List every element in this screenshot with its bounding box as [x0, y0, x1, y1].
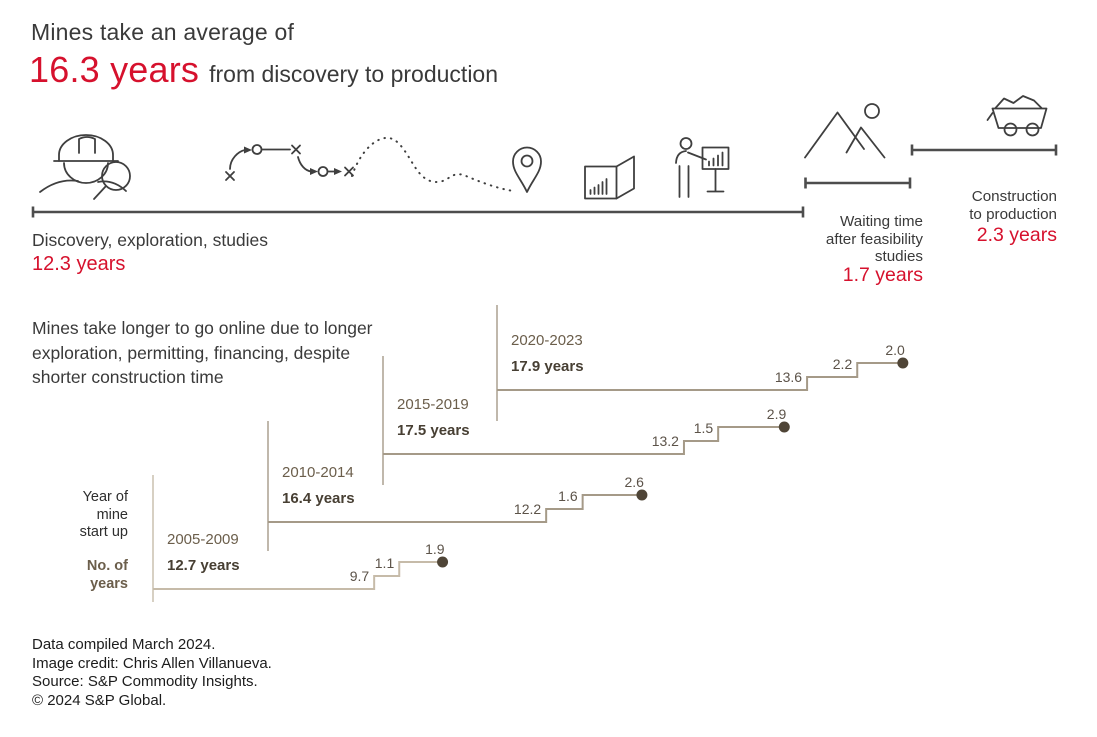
- dotted-route-icon: [351, 136, 515, 192]
- chart-row-2005-2009: 2005-2009 12.7 years 9.7 1.1 1.9: [152, 475, 449, 602]
- miner-explorer-icon: [39, 134, 131, 200]
- page-title-line2: 16.3 years from discovery to production: [29, 49, 498, 91]
- end-dot: [437, 556, 449, 568]
- footer-line: Data compiled March 2024.: [32, 636, 216, 653]
- y-axis-label: Year of mine start up: [79, 489, 128, 540]
- discovery-phase-value: 12.3 years: [32, 253, 126, 275]
- segment-value: 9.7: [350, 568, 370, 584]
- end-dot: [636, 489, 648, 501]
- segment-value: 2.2: [833, 356, 853, 372]
- segment-value: 1.5: [694, 420, 714, 436]
- footer-line: © 2024 S&P Global.: [32, 691, 167, 709]
- chart-row-2020-2023: 2020-2023 17.9 years 13.6 2.2 2.0: [496, 305, 909, 421]
- step-line: [497, 362, 903, 391]
- step-line: [268, 494, 642, 523]
- segment-value: 1.6: [558, 488, 578, 504]
- footer-line: Source: S&P Commodity Insights.: [32, 673, 258, 691]
- location-pin-icon: [512, 146, 542, 193]
- period-label: 2010-2014: [282, 464, 354, 481]
- mountains-icon: [804, 103, 886, 159]
- segment-value: 12.2: [514, 501, 541, 517]
- chart-annotation: Mines take longer to go online due to lo…: [32, 318, 373, 387]
- step-chart: 2005-2009 12.7 years 9.7 1.1 1.9 2010-2014 16.…: [152, 305, 909, 602]
- construction-bar: [910, 144, 1058, 156]
- headline-value: 16.3 years: [29, 49, 200, 90]
- construction-phase-label: Construction to production: [969, 188, 1057, 223]
- discovery-phase-label: Discovery, exploration, studies: [32, 230, 269, 250]
- chart-row-2015-2019: 2015-2019 17.5 years 13.2 1.5 2.9: [382, 356, 790, 485]
- discovery-bar: [31, 206, 805, 218]
- end-dot: [897, 357, 909, 369]
- segment-value: 2.6: [624, 474, 644, 490]
- mine-cart-icon: [986, 95, 1048, 137]
- period-label: 2020-2023: [511, 332, 583, 349]
- segment-value: 2.9: [767, 406, 787, 422]
- page-title-line1: Mines take an average of: [31, 19, 295, 45]
- total-label: 16.4 years: [282, 490, 355, 507]
- step-line: [383, 426, 785, 455]
- waiting-phase-label: Waiting time after feasibility studies: [825, 213, 923, 266]
- period-label: 2005-2009: [167, 531, 239, 548]
- segment-value: 1.1: [375, 555, 395, 571]
- report-icon: [584, 155, 635, 200]
- total-label: 17.9 years: [511, 358, 584, 375]
- chart-row-2010-2014: 2010-2014 16.4 years 12.2 1.6 2.6: [267, 421, 648, 551]
- segment-value: 13.2: [652, 433, 679, 449]
- period-label: 2015-2019: [397, 396, 469, 413]
- step-line: [153, 561, 443, 590]
- headline-rest: from discovery to production: [209, 61, 499, 87]
- strategy-path-icon: [225, 144, 354, 181]
- footer-line: Image credit: Chris Allen Villanueva.: [32, 654, 272, 672]
- total-label: 17.5 years: [397, 422, 470, 439]
- presenter-icon: [675, 137, 730, 198]
- segment-value: 1.9: [425, 541, 445, 557]
- construction-phase-value: 2.3 years: [976, 224, 1057, 246]
- segment-value: 13.6: [775, 369, 802, 385]
- waiting-phase-value: 1.7 years: [842, 264, 923, 286]
- total-label: 12.7 years: [167, 557, 240, 574]
- waiting-bar: [804, 177, 912, 189]
- footer: Data compiled March 2024. Image credit: …: [32, 636, 272, 710]
- end-dot: [778, 421, 790, 433]
- segment-value: 2.0: [885, 342, 905, 358]
- x-axis-label: No. of years: [86, 558, 128, 592]
